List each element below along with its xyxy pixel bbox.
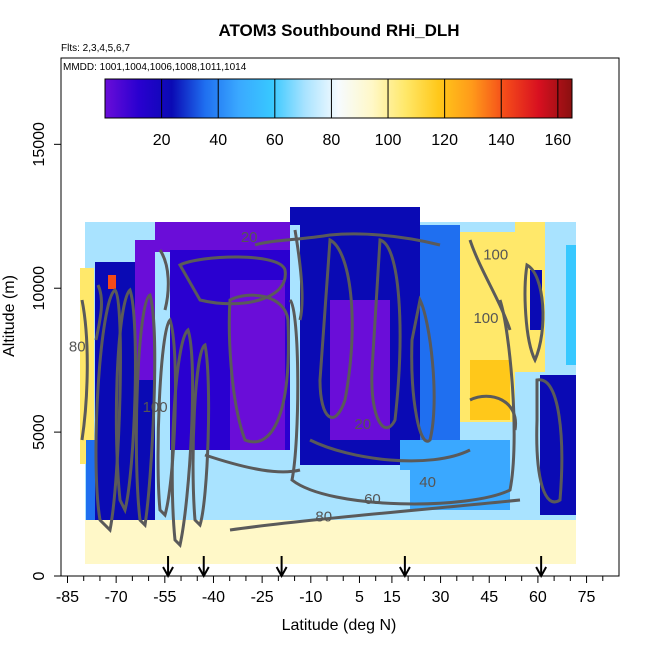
contour-label: 100	[473, 310, 498, 327]
colorbar-tick-label: 160	[544, 132, 571, 149]
x-tick-label: -55	[153, 589, 176, 606]
chart-title: ATOM3 Southbound RHi_DLH	[218, 21, 459, 40]
x-tick-label: -10	[299, 589, 322, 606]
contour-label: 60	[364, 491, 381, 508]
colorbar-tick-label: 40	[209, 132, 227, 149]
colorbar-ticks: 20 40 60 80 100 120 140 160	[153, 79, 571, 149]
x-tick-label: -70	[105, 589, 128, 606]
contour-label: 100	[143, 399, 168, 416]
x-tick-label: 30	[432, 589, 450, 606]
x-tick-label: 45	[480, 589, 498, 606]
arrow-marker	[162, 556, 174, 579]
y-axis-label: Altitude (m)	[1, 275, 18, 357]
arrow-markers	[162, 556, 548, 579]
contour-label: 40	[419, 474, 436, 491]
colorbar-tick-label: 100	[375, 132, 402, 149]
contour-label: 80	[69, 339, 86, 356]
contour-label: 80	[315, 508, 332, 525]
y-tick-label: 10000	[31, 266, 48, 311]
flights-note: Flts: 2,3,4,5,6,7	[61, 43, 130, 54]
contour-label: 20	[354, 416, 371, 433]
arrow-marker	[535, 556, 548, 579]
heatmap-field: 20 100 100 100 80 20 60 80 40	[69, 207, 576, 564]
colorbar-tick-label: 20	[153, 132, 171, 149]
x-tick-label: -85	[56, 589, 79, 606]
y-tick-label: 0	[31, 571, 48, 580]
colorbar-bar	[104, 78, 573, 119]
contour-label: 20	[241, 229, 258, 246]
x-tick-label: 5	[355, 589, 364, 606]
arrow-marker	[399, 556, 411, 579]
x-tick-label: -25	[251, 589, 274, 606]
contour-labels: 20 100 100 100 80 20 60 80 40	[69, 229, 508, 525]
contour-label: 100	[483, 246, 508, 263]
x-tick-label: 15	[383, 589, 401, 606]
arrow-marker	[275, 556, 288, 579]
y-tick-label: 15000	[31, 122, 48, 167]
x-tick-label: 75	[578, 589, 596, 606]
y-tick-label: 5000	[31, 414, 48, 450]
colorbar: 20 40 60 80 100 120 140 160	[104, 78, 573, 149]
plot-frame	[60, 57, 620, 577]
colorbar-tick-label: 140	[488, 132, 515, 149]
colorbar-tick-label: 80	[323, 132, 341, 149]
dates-note: MMDD: 1001,1004,1006,1008,1011,1014	[63, 62, 247, 73]
x-axis-label: Latitude (deg N)	[282, 617, 397, 634]
x-axis: -85 -70 -55 -40 -25 -10 5 15 30 45 60 75	[56, 576, 604, 606]
x-tick-label: -40	[202, 589, 225, 606]
colorbar-tick-label: 60	[266, 132, 284, 149]
arrow-marker	[197, 556, 210, 579]
colorbar-tick-label: 120	[431, 132, 458, 149]
x-tick-label: 60	[529, 589, 547, 606]
y-axis: 0 5000 10000 15000	[31, 122, 61, 580]
